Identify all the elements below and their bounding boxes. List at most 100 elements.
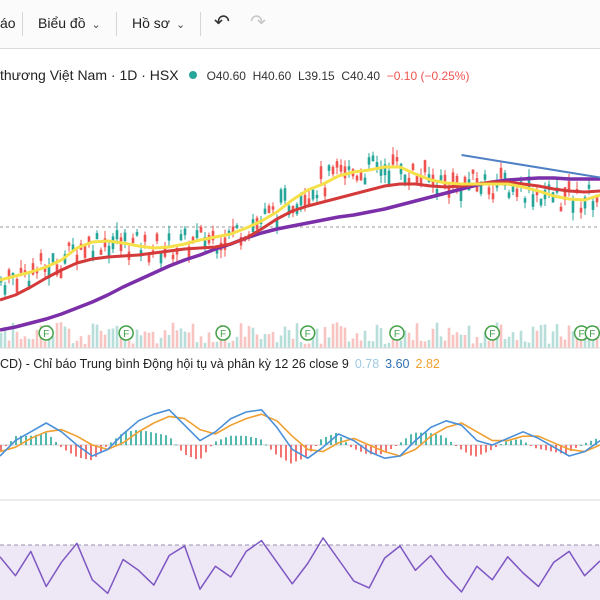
candle-body xyxy=(423,160,427,173)
toolbar-separator xyxy=(22,12,23,36)
histogram-bar xyxy=(485,445,487,453)
histogram-bar xyxy=(540,445,542,450)
candle-body xyxy=(579,207,583,213)
histogram-bar xyxy=(165,435,167,445)
rsi-line xyxy=(0,537,600,595)
volume-bar xyxy=(143,331,147,348)
dividend-marker-label: F xyxy=(578,329,584,340)
volume-bar xyxy=(279,335,283,348)
volume-bar xyxy=(275,342,279,348)
candle-body xyxy=(263,208,267,214)
histogram-bar xyxy=(385,445,387,453)
volume-bar xyxy=(0,332,3,348)
volume-bar xyxy=(95,324,99,348)
volume-bar xyxy=(155,343,159,348)
volume-bar xyxy=(571,331,575,348)
macd-value-1: 0.78 xyxy=(354,357,380,371)
candle-body xyxy=(59,268,63,279)
partial-menu-label[interactable]: áo xyxy=(0,15,16,31)
market-status-icon xyxy=(188,71,197,79)
candle-body xyxy=(99,249,103,255)
histogram-bar xyxy=(250,436,252,445)
volume-bar xyxy=(71,343,75,348)
volume-bar xyxy=(147,332,151,348)
chevron-down-icon: ⌄ xyxy=(91,19,101,31)
volume-bar xyxy=(91,323,95,348)
histogram-bar xyxy=(510,440,512,445)
candle-body xyxy=(523,198,527,203)
candle-body xyxy=(343,166,347,179)
macd-label: CD) - Chỉ báo Trung bình Động hội tụ và … xyxy=(0,357,349,371)
histogram-bar xyxy=(105,445,107,447)
chart-menu-label: Biểu đồ xyxy=(38,15,86,31)
chart-menu-button[interactable]: Biểu đồ ⌄ xyxy=(38,15,101,31)
candle-body xyxy=(183,228,187,236)
candle-body xyxy=(27,280,31,287)
histogram-bar xyxy=(395,445,397,447)
volume-bar xyxy=(327,337,331,348)
redo-arrow-icon[interactable]: ↷ xyxy=(250,12,266,33)
volume-bar xyxy=(131,343,135,348)
undo-arrow-icon[interactable]: ↶ xyxy=(214,12,230,33)
dividend-marker-label: F xyxy=(394,329,400,340)
histogram-bar xyxy=(150,432,152,445)
macd-value-2: 3.60 xyxy=(385,357,410,371)
volume-bar xyxy=(299,341,303,348)
histogram-bar xyxy=(595,438,597,445)
candle-body xyxy=(527,176,531,190)
candle-body xyxy=(591,201,595,210)
histogram-bar xyxy=(235,435,237,445)
histogram-bar xyxy=(410,434,412,445)
histogram-bar xyxy=(70,445,72,454)
histogram-bar xyxy=(460,445,462,450)
histogram-bar xyxy=(340,437,342,445)
dividend-marker-label: F xyxy=(589,329,595,340)
profile-menu-button[interactable]: Hồ sơ ⌄ xyxy=(132,15,185,31)
chevron-down-icon: ⌄ xyxy=(175,19,186,31)
histogram-bar xyxy=(155,433,157,445)
candle-body xyxy=(267,205,271,214)
volume-bar xyxy=(563,339,567,348)
volume-bar xyxy=(199,336,203,348)
histogram-bar xyxy=(255,437,257,445)
candle-body xyxy=(131,237,135,243)
volume-bar xyxy=(415,323,419,348)
candles xyxy=(0,147,599,297)
histogram-bar xyxy=(505,441,507,445)
volume-bar xyxy=(187,332,191,348)
candle-body xyxy=(363,177,367,185)
volume-bar xyxy=(435,322,439,348)
volume-bar xyxy=(59,322,63,348)
volume-bar xyxy=(303,343,307,348)
volume-bar xyxy=(259,339,263,348)
histogram-bar xyxy=(265,444,267,446)
histogram-bar xyxy=(225,437,227,445)
histogram-bar xyxy=(295,445,297,462)
volume-bar xyxy=(115,325,119,348)
trendline[interactable] xyxy=(461,154,600,180)
volume-bar xyxy=(55,322,59,348)
volume-bar xyxy=(551,331,555,348)
histogram-bar xyxy=(500,444,502,446)
candle-body xyxy=(479,184,483,194)
histogram-bar xyxy=(425,432,427,445)
histogram-bar xyxy=(490,445,492,451)
candle-body xyxy=(95,233,99,240)
histogram-bar xyxy=(185,445,187,456)
histogram-bar xyxy=(180,445,182,451)
candle-body xyxy=(403,174,407,185)
histogram-bar xyxy=(120,434,122,445)
macd-lines xyxy=(0,409,600,459)
histogram-bar xyxy=(80,445,82,459)
candle-body xyxy=(195,230,199,239)
volume-bar xyxy=(567,325,571,348)
volume-bar xyxy=(63,326,67,348)
volume-bar xyxy=(471,343,475,348)
volume-bar xyxy=(475,337,479,348)
histogram-bar xyxy=(325,436,327,445)
dividend-marker-icon xyxy=(299,325,316,341)
volume-bar xyxy=(23,336,27,348)
volume-bar xyxy=(207,332,211,348)
histogram-bar xyxy=(200,445,202,459)
